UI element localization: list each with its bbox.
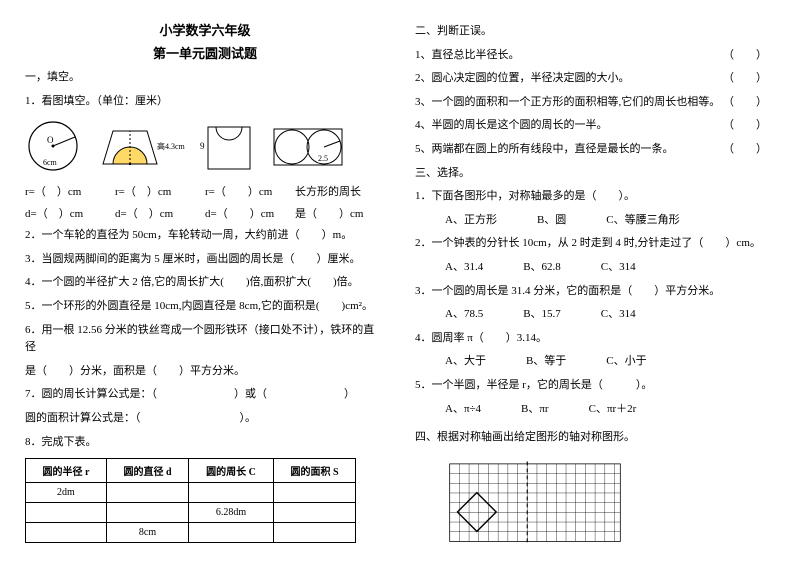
c5c: C、πr＋2r (589, 401, 637, 419)
c4a: A、大于 (445, 353, 486, 371)
c5-opts: A、π÷4 B、πr C、πr＋2r (445, 401, 775, 419)
c4b: B、等于 (526, 353, 566, 371)
q6b: 是（ ）分米，面积是（ ）平方分米。 (25, 363, 385, 381)
d4: 是（ ）cm (295, 205, 385, 221)
c5: 5．一个半圆，半径是 r，它的周长是（ ）。 (415, 377, 775, 395)
q4: 4．一个圆的半径扩大 2 倍,它的周长扩大( )倍,面积扩大( )倍。 (25, 274, 385, 292)
j4: 4、半圆的周长是这个圆的周长的一半。（ ） (415, 117, 775, 135)
circle-table: 圆的半径 r 圆的直径 d 圆的周长 C 圆的面积 S 2dm 6.28dm 8… (25, 458, 356, 543)
th-s: 圆的面积 S (273, 459, 355, 483)
cell: 6.28dm (189, 503, 274, 523)
j2: 2、圆心决定圆的位置，半径决定圆的大小。（ ） (415, 70, 775, 88)
title-line-1: 小学数学六年级 (25, 20, 385, 39)
r1: r=（ ）cm (25, 183, 115, 199)
c1-opts: A、正方形 B、圆 C、等腰三角形 (445, 212, 775, 230)
diagram-rect-circles: 2.5 (268, 119, 348, 174)
table-header-row: 圆的半径 r 圆的直径 d 圆的周长 C 圆的面积 S (26, 459, 356, 483)
th-r: 圆的半径 r (26, 459, 107, 483)
th-d: 圆的直径 d (106, 459, 188, 483)
c1c: C、等腰三角形 (606, 212, 679, 230)
c2b: B、62.8 (523, 259, 561, 277)
section-2-heading: 二、判断正误。 (415, 23, 775, 41)
diagram-trapezoid: 高4.3cm (95, 119, 190, 174)
q6a: 6．用一根 12.56 分米的铁丝弯成一个圆形铁环（接口处不计），铁环的直径 (25, 322, 385, 357)
c3c: C、314 (601, 306, 636, 324)
cell: 2dm (26, 483, 107, 503)
c2: 2．一个钟表的分针长 10cm，从 2 时走到 4 时,分针走过了（ ）cm。 (415, 235, 775, 253)
q3: 3．当圆规两脚间的距离为 5 厘米时，画出圆的周长是（ ）厘米。 (25, 251, 385, 269)
c3b: B、15.7 (523, 306, 561, 324)
row-d: d=（ ）cm d=（ ）cm d=（ ）cm 是（ ）cm (25, 205, 385, 221)
left-column: 小学数学六年级 第一单元圆测试题 一，填空。 1．看图填空。（单位：厘米） O … (25, 20, 385, 545)
section-4-heading: 四、根据对称轴画出给定图形的轴对称图形。 (415, 429, 775, 447)
right-column: 二、判断正误。 1、直径总比半径长。（ ） 2、圆心决定圆的位置，半径决定圆的大… (415, 20, 775, 545)
svg-text:6cm: 6cm (43, 158, 58, 167)
c4c: C、小于 (606, 353, 646, 371)
q7a: 7．圆的周长计算公式是：（ ）或（ ） (25, 386, 385, 404)
diagram-row: O 6cm 高4.3cm 9 (25, 119, 385, 174)
section-3-heading: 三、选择。 (415, 165, 775, 183)
c3a: A、78.5 (445, 306, 483, 324)
j1: 1、直径总比半径长。（ ） (415, 47, 775, 65)
r2: r=（ ）cm (115, 183, 205, 199)
svg-text:O: O (47, 135, 54, 145)
d3: d=（ ）cm (205, 205, 295, 221)
symmetry-grid (415, 460, 655, 545)
c3: 3．一个圆的周长是 31.4 分米，它的面积是（ ）平方分米。 (415, 283, 775, 301)
q7b: 圆的面积计算公式是：（ ）。 (25, 410, 385, 428)
title-line-2: 第一单元圆测试题 (25, 43, 385, 62)
c3-opts: A、78.5 B、15.7 C、314 (445, 306, 775, 324)
j3: 3、一个圆的面积和一个正方形的面积相等,它们的周长也相等。（ ） (415, 94, 775, 112)
table-row: 2dm (26, 483, 356, 503)
q2: 2．一个车轮的直径为 50cm，车轮转动一周，大约前进（ ）m。 (25, 227, 385, 245)
c1b: B、圆 (537, 212, 566, 230)
th-c: 圆的周长 C (189, 459, 274, 483)
c2-opts: A、31.4 B、62.8 C、314 (445, 259, 775, 277)
c5a: A、π÷4 (445, 401, 481, 419)
c2a: A、31.4 (445, 259, 483, 277)
q1: 1．看图填空。（单位：厘米） (25, 93, 385, 111)
svg-text:2.5: 2.5 (318, 154, 328, 163)
q8: 8．完成下表。 (25, 434, 385, 452)
d1: d=（ ）cm (25, 205, 115, 221)
j5: 5、两端都在圆上的所有线段中，直径是最长的一条。（ ） (415, 141, 775, 159)
table-row: 8cm (26, 523, 356, 543)
c4: 4．圆周率 π（ ）3.14。 (415, 330, 775, 348)
c1a: A、正方形 (445, 212, 497, 230)
c1: 1．下面各图形中，对称轴最多的是（ ）。 (415, 188, 775, 206)
c4-opts: A、大于 B、等于 C、小于 (445, 353, 775, 371)
row-r: r=（ ）cm r=（ ）cm r=（ ）cm 长方形的周长 (25, 183, 385, 199)
worksheet-page: 小学数学六年级 第一单元圆测试题 一，填空。 1．看图填空。（单位：厘米） O … (0, 0, 800, 565)
svg-text:高4.3cm: 高4.3cm (157, 141, 186, 151)
d2: d=（ ）cm (115, 205, 205, 221)
cell: 8cm (106, 523, 188, 543)
c2c: C、314 (601, 259, 636, 277)
section-1-heading: 一，填空。 (25, 69, 385, 87)
table-row: 6.28dm (26, 503, 356, 523)
c5b: B、πr (521, 401, 549, 419)
q5: 5．一个环形的外圆直径是 10cm,内圆直径是 8cm,它的面积是( )cm²。 (25, 298, 385, 316)
diagram-circle: O 6cm (25, 119, 87, 174)
diagram-square-arc: 9 (198, 119, 260, 174)
svg-text:9: 9 (200, 141, 205, 151)
r3: r=（ ）cm (205, 183, 295, 199)
r4: 长方形的周长 (295, 183, 385, 199)
